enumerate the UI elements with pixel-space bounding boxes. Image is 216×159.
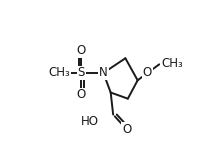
Text: HO: HO xyxy=(80,115,98,128)
Text: CH₃: CH₃ xyxy=(161,57,183,70)
Text: N: N xyxy=(99,66,108,80)
Text: O: O xyxy=(77,89,86,101)
Text: O: O xyxy=(77,44,86,57)
Text: CH₃: CH₃ xyxy=(48,66,70,80)
Text: S: S xyxy=(78,66,85,80)
Text: O: O xyxy=(143,66,152,80)
Text: O: O xyxy=(122,123,131,136)
